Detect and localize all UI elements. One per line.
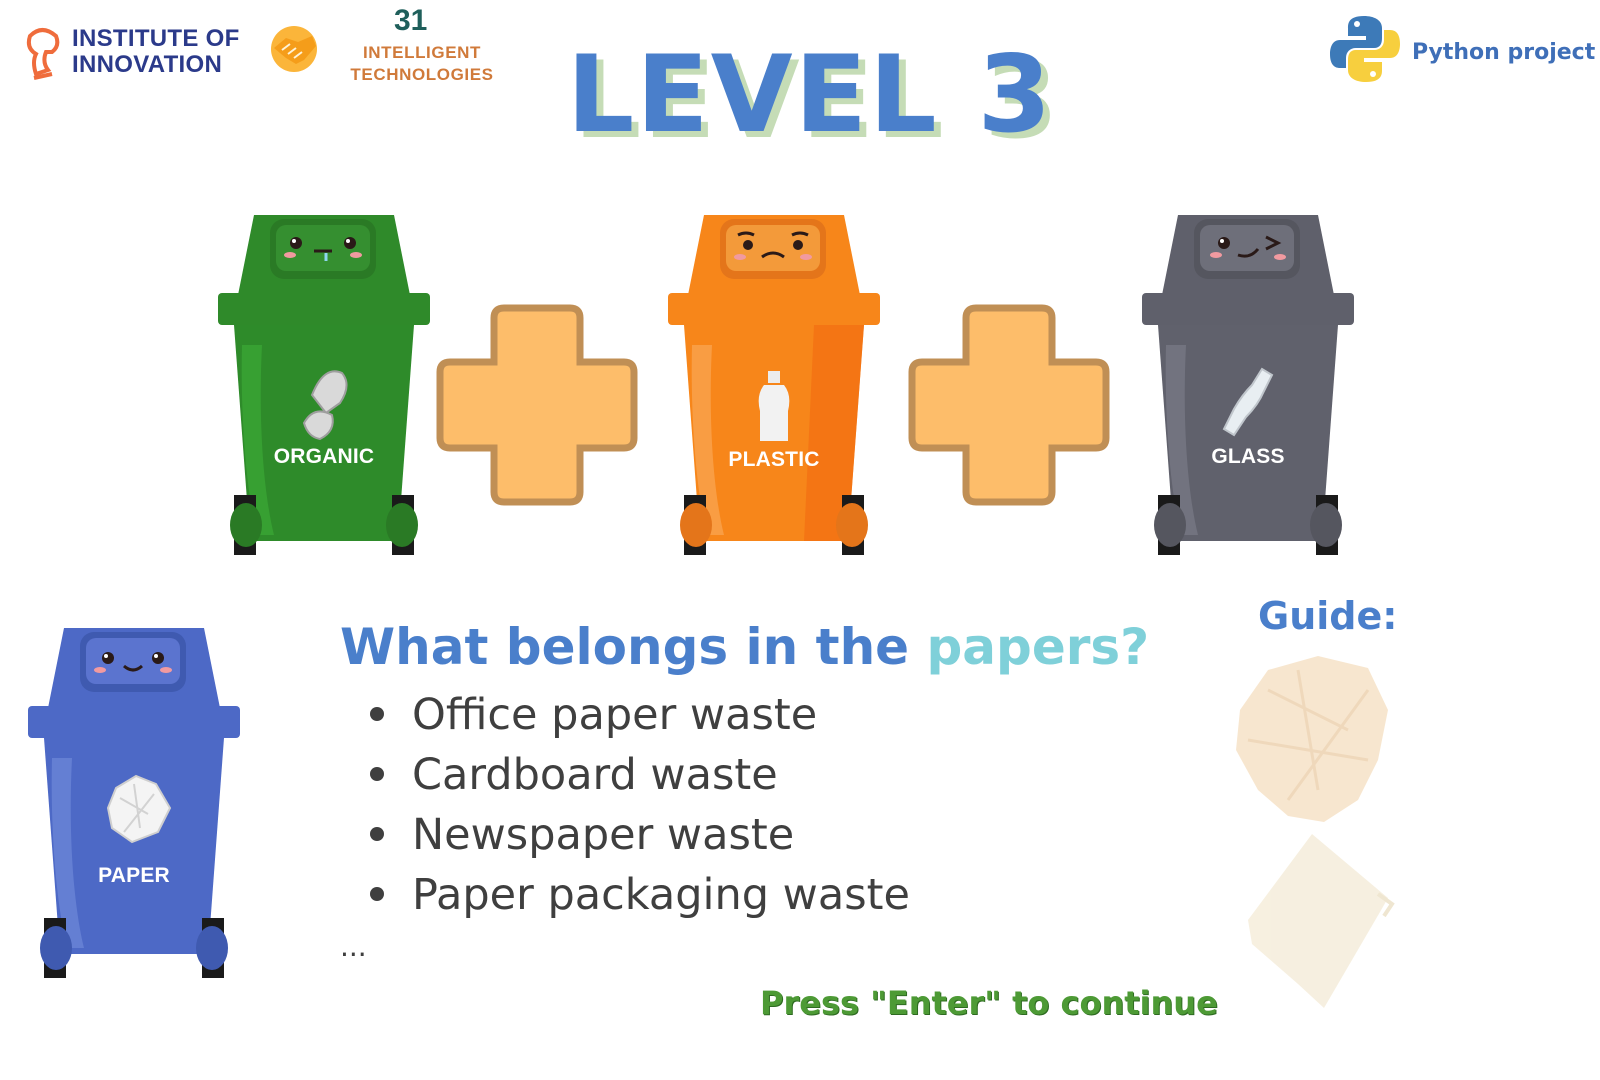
python-project-logo: Python project [1330,14,1595,84]
paper-bin-label: PAPER [98,864,170,887]
paper-items-list: Office paper waste Cardboard waste Newsp… [370,685,910,925]
glass-bin[interactable]: GLASS [1138,205,1358,565]
bullet-icon [370,706,384,721]
level-title: LEVEL 3 [566,33,1054,156]
intelligent-name: INTELLIGENT TECHNOLOGIES [350,43,494,84]
bullet-icon [370,826,384,841]
intelligent-number: 31 [394,4,428,37]
guide-paper-icon [1236,656,1395,1008]
intelligent-technologies-logo: 31 INTELLIGENT TECHNOLOGIES [342,4,502,90]
plus-icon [436,304,638,506]
question-heading: What belongs in the papers? [340,618,1149,676]
institute-head-icon [26,28,60,80]
paper-bin-icon [28,628,240,978]
handshake-icon [271,26,317,72]
more-items-ellipsis: ... [340,930,367,963]
list-item: Newspaper waste [370,805,910,865]
organic-bin-label: ORGANIC [273,445,375,468]
institute-of-innovation-logo: INSTITUTE OF INNOVATION [22,22,252,86]
guide-label: Guide: [1258,594,1398,638]
paper-bin[interactable]: PAPER [24,618,244,978]
glass-bin-icon [1142,215,1354,555]
glass-bin-label: GLASS [1211,445,1285,468]
plastic-bin[interactable]: PLASTIC [664,205,884,565]
continue-prompt: Press "Enter" to continue [760,984,1218,1022]
list-item: Paper packaging waste [370,865,910,925]
question-highlight: papers? [926,618,1150,676]
bullet-icon [370,886,384,901]
list-item: Cardboard waste [370,745,910,805]
organic-bin[interactable]: ORGANIC [214,205,434,565]
question-prefix: What belongs in the [340,618,927,676]
plastic-bin-label: PLASTIC [728,448,820,471]
list-item: Office paper waste [370,685,910,745]
plastic-bin-icon [668,215,880,555]
plus-icon [908,304,1110,506]
organic-bin-icon [218,215,430,555]
python-project-label: Python project [1412,40,1596,65]
python-icon [1330,16,1400,82]
institute-name: INSTITUTE OF INNOVATION [72,25,240,78]
bullet-icon [370,766,384,781]
